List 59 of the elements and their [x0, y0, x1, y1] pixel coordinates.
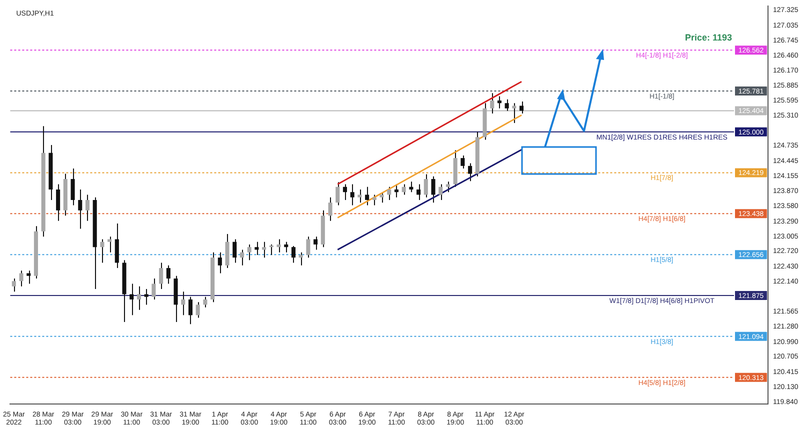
candlestick [254, 241, 259, 256]
candlestick [504, 98, 509, 112]
candlestick [262, 241, 266, 258]
candlestick [225, 234, 230, 269]
candlestick [188, 296, 193, 325]
candlestick [56, 184, 60, 222]
candlestick [12, 278, 16, 292]
candlestick [108, 236, 112, 253]
annotation: Price: 1193 [684, 32, 732, 43]
candlestick [460, 154, 465, 170]
candlestick [468, 162, 472, 182]
candlestick [100, 238, 104, 264]
candlestick [490, 92, 494, 114]
candlestick [196, 302, 200, 318]
candlestick [416, 184, 421, 200]
candlestick [497, 96, 502, 109]
candlestick [520, 101, 524, 114]
candlestick [291, 246, 296, 264]
candlestick [152, 278, 156, 300]
candlestick [181, 291, 186, 316]
candlestick [409, 181, 414, 193]
candlestick [85, 194, 90, 222]
candlestick [240, 249, 244, 266]
candlestick [218, 252, 222, 274]
candlestick [342, 184, 347, 200]
candlestick [166, 264, 170, 284]
candlestick [136, 286, 142, 310]
candlestick [380, 192, 384, 204]
candlestick [114, 223, 119, 269]
candlestick [269, 244, 274, 256]
candlestick [26, 270, 31, 284]
candlestick [402, 184, 406, 196]
candlestick [247, 244, 252, 261]
candlestick [350, 184, 354, 206]
candlestick [336, 182, 340, 206]
candlestick [431, 176, 436, 204]
candlestick [298, 252, 303, 266]
candlestick [70, 168, 75, 206]
candlestick [438, 184, 443, 200]
candlestick [78, 188, 82, 230]
candlestick [306, 236, 310, 258]
candlestick [424, 174, 428, 198]
candlestick [232, 238, 237, 264]
candlestick [203, 296, 208, 308]
candlestick [394, 184, 398, 198]
candlestick [446, 181, 450, 193]
candlestick [358, 188, 362, 204]
candlestick [144, 288, 148, 306]
candlestick [159, 262, 164, 290]
candlestick [512, 102, 516, 124]
candlestick [130, 283, 134, 316]
candlestick [284, 241, 288, 253]
candlestick [276, 238, 281, 253]
candlestick [372, 194, 376, 206]
candlestick [387, 186, 392, 200]
candlestick [328, 196, 332, 222]
candlestick [19, 270, 24, 287]
candlestick [365, 186, 370, 206]
candlestick [314, 236, 318, 250]
